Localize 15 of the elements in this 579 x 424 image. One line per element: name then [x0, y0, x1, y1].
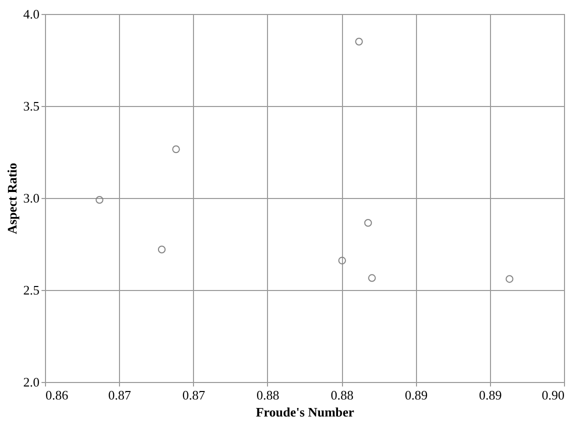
y-tick-label: 4.0: [23, 6, 40, 22]
y-axis-title: Aspect Ratio: [4, 162, 20, 234]
y-tick-label: 3.0: [23, 190, 40, 206]
x-axis-title: Froude's Number: [256, 404, 354, 420]
x-tick-label: 0.88: [256, 388, 280, 402]
y-tick-label: 3.5: [23, 98, 40, 114]
y-tick-label: 2.0: [23, 374, 40, 390]
x-tick-label: 0.87: [108, 388, 132, 402]
x-tick-label: 0.88: [330, 388, 354, 402]
x-tick-label: 0.87: [182, 388, 206, 402]
x-tick-label: 0.86: [46, 388, 69, 402]
x-tick-label: 0.89: [404, 388, 428, 402]
y-tick-label: 2.5: [23, 282, 40, 298]
x-tick-label: 0.89: [478, 388, 502, 402]
x-tick-label: 0.90: [542, 388, 564, 402]
